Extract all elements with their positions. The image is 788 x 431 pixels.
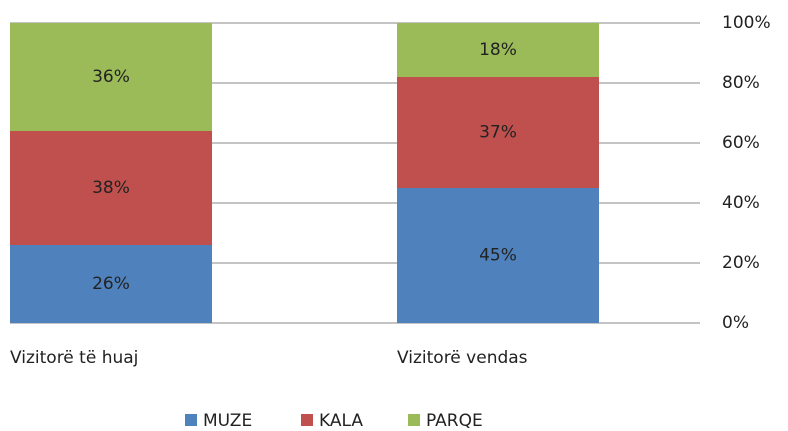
value-label: 18% [479, 40, 517, 60]
y-tick-label: 0% [722, 313, 749, 333]
y-tick-label: 100% [722, 13, 771, 33]
legend-label: KALA [319, 411, 363, 431]
legend-swatch [185, 414, 197, 426]
y-tick-label: 40% [722, 193, 760, 213]
bar-segment [397, 23, 599, 77]
y-tick-label: 20% [722, 253, 760, 273]
value-label: 36% [92, 67, 130, 87]
value-label: 38% [92, 178, 130, 198]
bar-segment [397, 77, 599, 188]
x-tick-label: Vizitorë të huaj [10, 348, 138, 368]
bar-segment [397, 188, 599, 323]
legend-label: PARQE [426, 411, 483, 431]
value-label: 37% [479, 123, 517, 143]
y-tick-label: 60% [722, 133, 760, 153]
legend-label: MUZE [203, 411, 252, 431]
legend-swatch [301, 414, 313, 426]
legend-swatch [408, 414, 420, 426]
bar-segment [10, 23, 212, 131]
value-label: 45% [479, 246, 517, 266]
bar-segment [10, 245, 212, 323]
y-tick-label: 80% [722, 73, 760, 93]
bar-segment [10, 131, 212, 245]
x-tick-label: Vizitorë vendas [397, 348, 528, 368]
value-label: 26% [92, 274, 130, 294]
